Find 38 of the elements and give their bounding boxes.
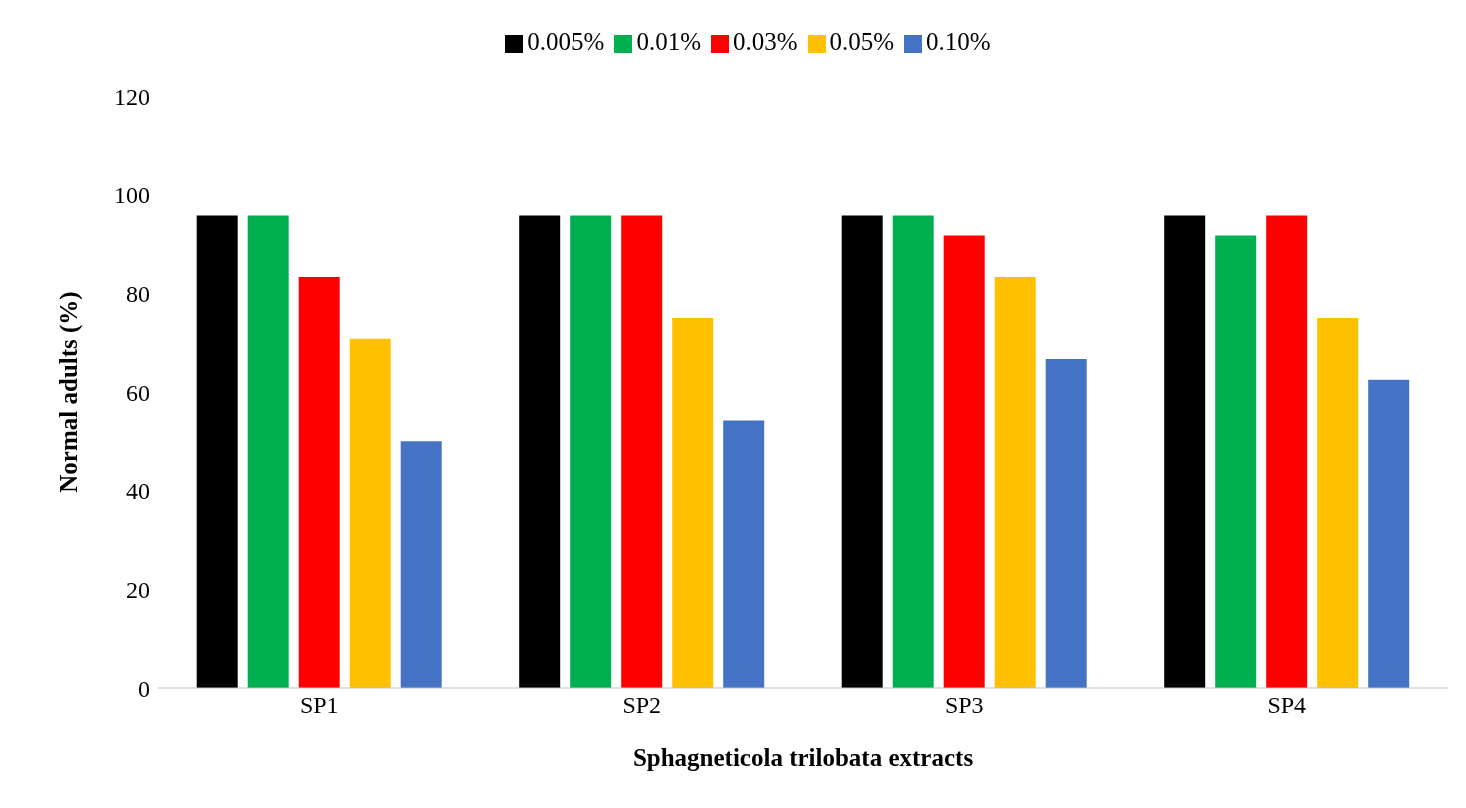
y-tick-label: 60 bbox=[126, 379, 150, 406]
bar bbox=[196, 215, 238, 688]
x-tick-label: SP3 bbox=[944, 692, 984, 719]
bar bbox=[349, 338, 391, 688]
bar bbox=[1266, 215, 1308, 688]
bar bbox=[892, 215, 934, 688]
bar bbox=[1045, 358, 1087, 688]
bar bbox=[672, 318, 714, 688]
bar bbox=[570, 215, 612, 688]
bar bbox=[841, 215, 883, 688]
y-tick-label: 80 bbox=[126, 280, 150, 307]
bar bbox=[298, 277, 340, 688]
bar bbox=[519, 215, 561, 688]
legend-label: 0.01% bbox=[636, 28, 701, 55]
y-tick-label: 0 bbox=[138, 675, 150, 702]
legend-label: 0.005% bbox=[527, 28, 605, 55]
bar bbox=[1368, 379, 1410, 688]
bar bbox=[1317, 318, 1359, 688]
bar bbox=[621, 215, 663, 688]
y-tick-label: 100 bbox=[114, 182, 150, 209]
legend-label: 0.03% bbox=[732, 28, 798, 55]
bar bbox=[247, 215, 289, 688]
bar bbox=[400, 441, 442, 688]
y-axis-title: Normal adults (%) bbox=[54, 291, 83, 493]
x-tick-label: SP2 bbox=[622, 692, 662, 719]
x-axis-title: Sphagneticola trilobata extracts bbox=[632, 743, 974, 771]
y-tick-label: 20 bbox=[126, 576, 150, 603]
x-tick-label: SP1 bbox=[299, 692, 339, 719]
bar bbox=[994, 277, 1036, 688]
bar bbox=[1215, 235, 1257, 688]
legend-label: 0.05% bbox=[829, 28, 895, 55]
bar bbox=[1164, 215, 1206, 688]
bar bbox=[943, 235, 985, 688]
bar bbox=[723, 420, 765, 688]
x-tick-label: SP4 bbox=[1267, 692, 1307, 719]
legend-label: 0.10% bbox=[926, 28, 991, 55]
y-tick-label: 40 bbox=[126, 478, 150, 505]
y-tick-label: 120 bbox=[114, 83, 150, 110]
